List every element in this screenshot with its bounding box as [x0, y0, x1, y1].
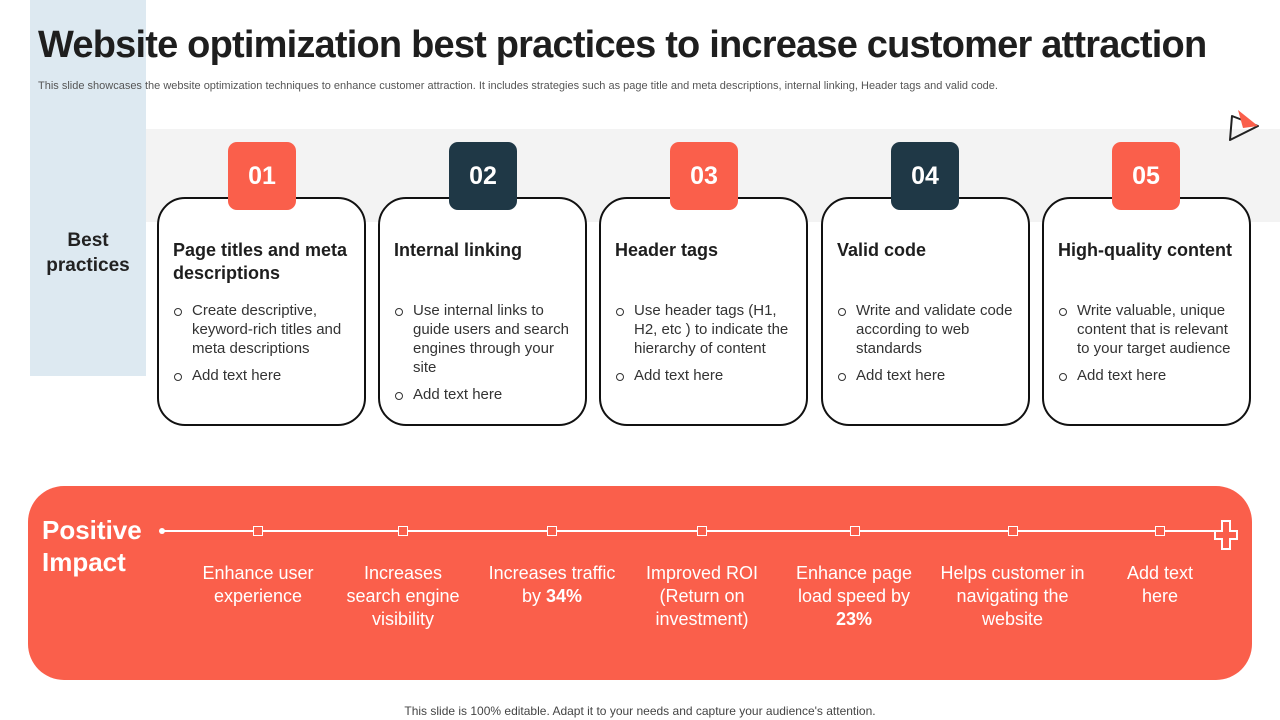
practice-card: High-quality content Write valuable, uni…: [1042, 197, 1251, 426]
impact-timeline: [161, 530, 1223, 532]
impact-item: Improved ROI (Return on investment): [645, 563, 759, 629]
circle-bullet-icon: [395, 308, 403, 316]
impact-item: Enhance page load speed by 23%: [795, 563, 913, 629]
bullet-item: Use internal links to guide users and se…: [394, 301, 571, 377]
card-title: High-quality content: [1058, 240, 1232, 260]
card-title: Page titles and meta descriptions: [173, 240, 348, 283]
circle-bullet-icon: [838, 373, 846, 381]
practice-card: Valid code Write and validate code accor…: [821, 197, 1030, 426]
timeline-node: [850, 526, 860, 536]
bullet-text: Add text here: [634, 367, 724, 384]
circle-bullet-icon: [1059, 373, 1067, 381]
slide-footer: This slide is 100% editable. Adapt it to…: [404, 704, 876, 718]
timeline-start-dot: [159, 528, 165, 534]
card-title: Internal linking: [394, 240, 523, 260]
practice-card: Internal linking Use internal links to g…: [378, 197, 587, 426]
timeline-node: [547, 526, 557, 536]
impact-item: Add text here: [1126, 563, 1194, 606]
bullet-item: Add text here: [615, 366, 792, 385]
card-number-badge: 05: [1112, 142, 1180, 210]
positive-impact-panel: Positive Impact Enhance user experience I…: [28, 486, 1252, 680]
circle-bullet-icon: [395, 392, 403, 400]
card-bullets: Use header tags (H1, H2, etc ) to indica…: [615, 301, 792, 385]
card-title: Header tags: [615, 240, 719, 260]
bullet-text: Write valuable, unique content that is r…: [1077, 302, 1231, 357]
card-number-badge: 04: [891, 142, 959, 210]
card-title: Valid code: [837, 240, 927, 260]
card-bullets: Write valuable, unique content that is r…: [1058, 301, 1235, 385]
plus-outline-icon: [1214, 520, 1238, 550]
circle-bullet-icon: [616, 308, 624, 316]
impact-item: Helps customer in navigating the website: [940, 563, 1085, 629]
bullet-item: Write and validate code according to web…: [837, 301, 1014, 358]
positive-impact-title: Positive Impact: [42, 515, 142, 577]
paper-plane-icon: [1229, 110, 1259, 141]
bullet-item: Add text here: [1058, 366, 1235, 385]
bullet-item: Add text here: [837, 366, 1014, 385]
bullet-item: Use header tags (H1, H2, etc ) to indica…: [615, 301, 792, 358]
impact-item: Increases traffic by 34%: [488, 563, 616, 606]
impact-item: Enhance user experience: [202, 563, 314, 606]
bullet-item: Add text here: [173, 366, 350, 385]
bullet-item: Create descriptive, keyword-rich titles …: [173, 301, 350, 358]
bullet-item: Write valuable, unique content that is r…: [1058, 301, 1235, 358]
slide-subtitle: This slide showcases the website optimiz…: [38, 80, 998, 92]
card-number-badge: 02: [449, 142, 517, 210]
timeline-node: [253, 526, 263, 536]
card-number-badge: 01: [228, 142, 296, 210]
circle-bullet-icon: [616, 373, 624, 381]
practice-card: Header tags Use header tags (H1, H2, etc…: [599, 197, 808, 426]
bullet-text: Add text here: [413, 386, 503, 403]
card-number-badge: 03: [670, 142, 738, 210]
circle-bullet-icon: [174, 308, 182, 316]
bullet-text: Create descriptive, keyword-rich titles …: [192, 302, 342, 357]
side-band: [30, 0, 146, 376]
bullet-text: Add text here: [192, 367, 282, 384]
circle-bullet-icon: [838, 308, 846, 316]
bullet-text: Use header tags (H1, H2, etc ) to indica…: [634, 302, 789, 357]
timeline-node: [398, 526, 408, 536]
bullet-text: Use internal links to guide users and se…: [413, 302, 569, 376]
timeline-node: [697, 526, 707, 536]
timeline-node: [1008, 526, 1018, 536]
card-bullets: Use internal links to guide users and se…: [394, 301, 571, 404]
bullet-item: Add text here: [394, 385, 571, 404]
circle-bullet-icon: [1059, 308, 1067, 316]
circle-bullet-icon: [174, 373, 182, 381]
impact-item: Increases search engine visibility: [346, 563, 460, 629]
practice-card: Page titles and meta descriptions Create…: [157, 197, 366, 426]
bullet-text: Add text here: [1077, 367, 1167, 384]
best-practices-label: Best practices: [46, 230, 130, 276]
card-bullets: Create descriptive, keyword-rich titles …: [173, 301, 350, 385]
card-bullets: Write and validate code according to web…: [837, 301, 1014, 385]
timeline-node: [1155, 526, 1165, 536]
slide-title: Website optimization best practices to i…: [38, 24, 1207, 66]
bullet-text: Add text here: [856, 367, 946, 384]
bullet-text: Write and validate code according to web…: [856, 302, 1013, 357]
